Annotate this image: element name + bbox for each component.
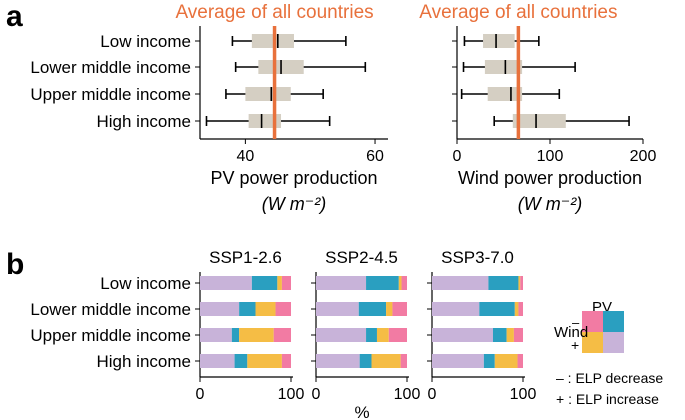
ssp126-bar-pv-minus-wind-plus bbox=[247, 354, 282, 368]
ssp126-x-tick-label: 0 bbox=[196, 386, 205, 403]
ssp126-bar-pv-minus-wind-plus bbox=[255, 302, 276, 316]
ssp126-bar-pv-minus-wind-minus bbox=[273, 328, 291, 342]
wind-x-label: Wind power production bbox=[458, 168, 642, 188]
ssp245-bar-pv-minus-wind-minus bbox=[392, 302, 407, 316]
ssp245-bar-pv-plus-wind-minus bbox=[366, 328, 377, 342]
ssp126-bar-pv-minus-wind-plus bbox=[239, 328, 274, 342]
ssp245-bar-pv-plus-wind-plus bbox=[316, 276, 367, 290]
ssp370-bar-pv-plus-wind-plus bbox=[432, 302, 480, 316]
legend-wind-plus: + bbox=[571, 337, 579, 353]
legend-note-plus: + : ELP increase bbox=[556, 391, 659, 407]
legend-wind-title: Wind bbox=[554, 324, 588, 341]
panel-a-label: a bbox=[6, 0, 23, 33]
ssp370-bar-pv-plus-wind-minus bbox=[479, 302, 515, 316]
ssp245-bar-pv-minus-wind-minus bbox=[400, 354, 407, 368]
elp-legend: PV – + Wind – + – : ELP decrease + : ELP… bbox=[554, 299, 663, 407]
wind-x-tick-label: 100 bbox=[537, 148, 564, 165]
wind-x-unit: (W m⁻²) bbox=[518, 194, 582, 214]
ssp126-bar-pv-minus-wind-minus bbox=[275, 302, 291, 316]
ssp370-bar-pv-plus-wind-plus bbox=[432, 354, 484, 368]
ssp245-bar-pv-plus-wind-minus bbox=[359, 354, 372, 368]
ssp126-bar-pv-plus-wind-minus bbox=[234, 354, 248, 368]
ssp245-bar-pv-plus-wind-plus bbox=[316, 354, 360, 368]
legend-swatch-pv-minus-wind-minus bbox=[582, 311, 603, 332]
ssp370-x-tick-label: 0 bbox=[428, 386, 437, 403]
wind-x-tick-label: 0 bbox=[453, 148, 462, 165]
category-label: High income bbox=[97, 352, 192, 371]
wind-annotation: Average of all countries bbox=[419, 2, 617, 23]
legend-wind-minus: – bbox=[572, 315, 580, 330]
category-label: Upper middle income bbox=[30, 85, 191, 104]
ssp245-title: SSP2-4.5 bbox=[325, 248, 398, 267]
elp-bar-charts: SSP1-2.6 Low income Lower middle income Upp… bbox=[30, 248, 536, 420]
wind-box bbox=[487, 87, 523, 101]
category-label: Lower middle income bbox=[30, 300, 191, 319]
ssp126-bar-pv-plus-wind-minus bbox=[239, 302, 256, 316]
ssp370-bar-pv-plus-wind-plus bbox=[432, 276, 489, 290]
ssp245-bar-pv-minus-wind-minus bbox=[388, 328, 407, 342]
category-label: Lower middle income bbox=[30, 58, 191, 77]
ssp370-bar-pv-plus-wind-minus bbox=[492, 328, 507, 342]
ssp370-bar-pv-minus-wind-minus bbox=[517, 354, 523, 368]
ssp126-bar-pv-minus-wind-minus bbox=[281, 354, 291, 368]
ssp126-bar-pv-minus-wind-minus bbox=[281, 276, 291, 290]
ssp370-bar-pv-minus-wind-minus bbox=[518, 302, 523, 316]
wind-box-chart: Average of all countries 0 100 200 Wind powe… bbox=[419, 2, 656, 214]
ssp370-bar-pv-minus-wind-minus bbox=[520, 276, 523, 290]
ssp245-bar-pv-plus-wind-minus bbox=[366, 276, 399, 290]
pv-box bbox=[245, 87, 291, 101]
legend-note-minus: – : ELP decrease bbox=[556, 370, 663, 386]
category-label: High income bbox=[97, 112, 192, 131]
ssp126-x-tick-label: 100 bbox=[278, 386, 305, 403]
panel-b-x-label: % bbox=[354, 403, 369, 420]
ssp370-bar-pv-minus-wind-plus bbox=[518, 276, 521, 290]
pv-x-tick-label: 40 bbox=[236, 148, 254, 165]
pv-box-chart: Average of all countries Low income Lower … bbox=[30, 2, 388, 214]
ssp245-bar-pv-plus-wind-plus bbox=[316, 328, 367, 342]
ssp370-bar-pv-minus-wind-plus bbox=[514, 302, 519, 316]
ssp370-bar-pv-plus-wind-minus bbox=[483, 354, 495, 368]
legend-swatch-pv-plus-wind-plus bbox=[603, 332, 624, 353]
pv-x-unit: (W m⁻²) bbox=[262, 194, 326, 214]
wind-x-tick-label: 200 bbox=[630, 148, 657, 165]
ssp126-bar-pv-plus-wind-minus bbox=[231, 328, 240, 342]
ssp245-bar-pv-minus-wind-plus bbox=[398, 276, 402, 290]
ssp245-x-tick-label: 100 bbox=[394, 386, 421, 403]
ssp370-x-tick-label: 100 bbox=[510, 386, 537, 403]
ssp370-bar-pv-minus-wind-plus bbox=[506, 328, 514, 342]
ssp126-bar-pv-plus-wind-minus bbox=[251, 276, 278, 290]
panel-b-label: b bbox=[6, 248, 24, 281]
legend-swatch-pv-minus-wind-plus bbox=[582, 332, 603, 353]
ssp245-x-tick-label: 0 bbox=[312, 386, 321, 403]
category-label: Upper middle income bbox=[30, 326, 191, 345]
ssp126-bar-pv-plus-wind-plus bbox=[200, 302, 240, 316]
ssp245-bar-pv-minus-wind-plus bbox=[386, 302, 393, 316]
ssp245-bar-pv-plus-wind-plus bbox=[316, 302, 359, 316]
ssp245-bar-pv-minus-wind-minus bbox=[401, 276, 407, 290]
pv-x-tick-label: 60 bbox=[366, 148, 384, 165]
pv-annotation: Average of all countries bbox=[175, 2, 373, 23]
ssp245-bar-pv-minus-wind-plus bbox=[371, 354, 401, 368]
category-label: Low income bbox=[100, 274, 191, 293]
category-label: Low income bbox=[100, 32, 191, 51]
legend-swatch-pv-plus-wind-minus bbox=[603, 311, 624, 332]
wind-box bbox=[483, 34, 515, 48]
ssp370-bar-pv-plus-wind-plus bbox=[432, 328, 493, 342]
ssp245-bar-pv-minus-wind-plus bbox=[376, 328, 389, 342]
ssp370-title: SSP3-7.0 bbox=[441, 248, 514, 267]
wind-box bbox=[484, 60, 523, 74]
ssp370-bar-pv-minus-wind-minus bbox=[513, 328, 523, 342]
ssp370-bar-pv-minus-wind-plus bbox=[494, 354, 518, 368]
pv-x-label: PV power production bbox=[210, 168, 377, 188]
ssp126-bar-pv-minus-wind-plus bbox=[277, 276, 282, 290]
ssp126-bar-pv-plus-wind-plus bbox=[200, 354, 235, 368]
ssp126-bar-pv-plus-wind-plus bbox=[200, 276, 252, 290]
ssp126-bar-pv-plus-wind-plus bbox=[200, 328, 232, 342]
wind-box bbox=[512, 114, 566, 128]
ssp126-title: SSP1-2.6 bbox=[209, 248, 282, 267]
ssp370-bar-pv-plus-wind-minus bbox=[488, 276, 519, 290]
ssp245-bar-pv-plus-wind-minus bbox=[358, 302, 387, 316]
